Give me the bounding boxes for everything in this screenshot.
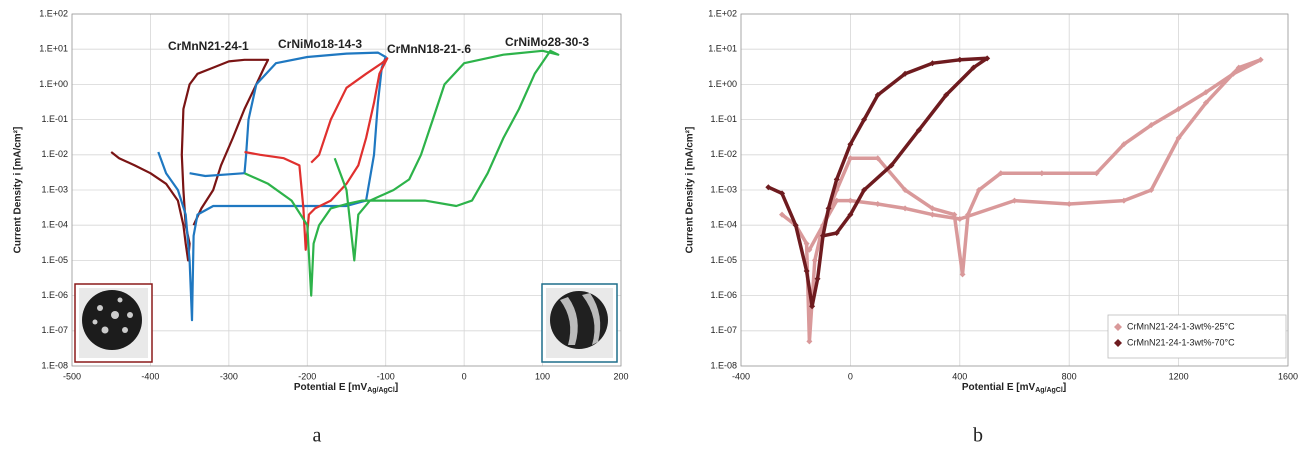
x-axis-title: Potential E [mVAg/AgCl] xyxy=(962,382,1066,394)
inset-left xyxy=(75,284,152,362)
y-axis-title: Current Density i [mA/cm²] xyxy=(685,127,696,254)
data-marker xyxy=(847,198,853,204)
y-tick-label: 1.E+00 xyxy=(39,79,68,89)
data-marker xyxy=(957,57,963,63)
data-marker xyxy=(875,201,881,207)
x-tick-label: 1600 xyxy=(1278,371,1298,381)
y-tick-label: 1.E-06 xyxy=(710,290,737,300)
x-tick-label: 0 xyxy=(848,371,853,381)
x-tick-label: 1200 xyxy=(1169,371,1189,381)
y-tick-label: 1.E-03 xyxy=(41,184,68,194)
y-tick-label: 1.E-07 xyxy=(41,325,68,335)
x-tick-label: -100 xyxy=(377,371,395,381)
x-tick-label: 400 xyxy=(952,371,967,381)
y-tick-label: 1.E-05 xyxy=(41,255,68,265)
x-tick-label: -400 xyxy=(141,371,159,381)
x-tick-label: -500 xyxy=(63,371,81,381)
x-title-sub: Ag/AgCl xyxy=(1035,387,1063,394)
series-line xyxy=(245,58,388,250)
y-tick-label: 1.E+01 xyxy=(708,44,737,54)
x-tick-label: -300 xyxy=(220,371,238,381)
y-tick-label: 1.E-04 xyxy=(41,220,68,230)
panel-caption: b xyxy=(973,425,983,447)
legend-label: CrMnN21-24-1-3wt%-70°C xyxy=(1127,337,1235,347)
x-axis-title: Potential E [mVAg/AgCl] xyxy=(294,382,398,394)
y-tick-label: 1.E+01 xyxy=(39,44,68,54)
x-tick-label: -400 xyxy=(732,371,750,381)
panel-caption: a xyxy=(313,425,322,447)
series-label: CrNiMo18-14-3 xyxy=(278,37,362,51)
y-tick-label: 1.E-05 xyxy=(710,255,737,265)
y-tick-label: 1.E-07 xyxy=(710,325,737,335)
series-line xyxy=(782,60,1261,342)
x-tick-label: 200 xyxy=(613,371,628,381)
inset-right xyxy=(542,284,617,362)
series-label: CrMnN21-24-1 xyxy=(168,39,249,53)
x-tick-label: -200 xyxy=(298,371,316,381)
y-tick-label: 1.E-08 xyxy=(41,360,68,370)
y-axis-title: Current Density i [mA/cm²] xyxy=(13,127,24,254)
x-title-end: ] xyxy=(1063,382,1066,393)
legend-label: CrMnN21-24-1-3wt%-25°C xyxy=(1127,321,1235,331)
y-tick-label: 1.E-04 xyxy=(710,220,737,230)
x-tick-label: 0 xyxy=(462,371,467,381)
y-tick-label: 1.E-01 xyxy=(710,114,737,124)
y-tick-label: 1.E-02 xyxy=(41,149,68,159)
x-title-main: Potential E [mV xyxy=(962,382,1036,393)
data-marker xyxy=(960,271,966,277)
y-tick-label: 1.E-08 xyxy=(710,360,737,370)
y-tick-label: 1.E-06 xyxy=(41,290,68,300)
figure: Potential E [mVAg/AgCl] Potential E [mVA… xyxy=(0,0,1316,449)
series-label: CrNiMo28-30-3 xyxy=(505,35,589,49)
x-title-main: Potential E [mV xyxy=(294,382,368,393)
x-tick-label: 800 xyxy=(1062,371,1077,381)
y-tick-label: 1.E-01 xyxy=(41,114,68,124)
y-tick-label: 1.E-02 xyxy=(710,149,737,159)
x-title-end: ] xyxy=(395,382,398,393)
x-title-sub: Ag/AgCl xyxy=(367,387,395,394)
series-line xyxy=(245,51,559,296)
y-tick-label: 1.E+02 xyxy=(39,8,68,18)
data-marker xyxy=(1066,201,1072,207)
data-marker xyxy=(806,338,812,344)
data-marker xyxy=(1039,170,1045,176)
y-tick-label: 1.E-03 xyxy=(710,184,737,194)
series-label: CrMnN18-21-.6 xyxy=(387,42,471,56)
y-tick-label: 1.E+02 xyxy=(708,8,737,18)
plots: 1.E-08 1.E-07 1.E-06 1.E-05 1.E-04 1.E-03 1.E-… xyxy=(39,8,1298,381)
y-tick-label: 1.E+00 xyxy=(708,79,737,89)
x-tick-label: 100 xyxy=(535,371,550,381)
